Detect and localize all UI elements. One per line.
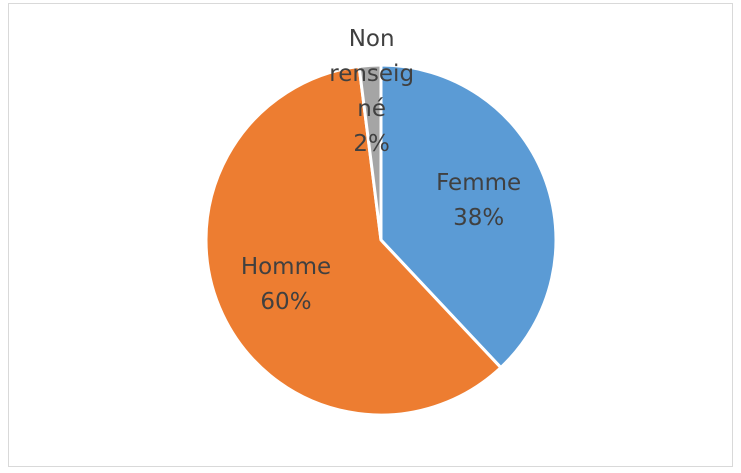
chart-frame bbox=[8, 3, 733, 467]
category-label: Femme bbox=[436, 170, 522, 197]
data-label: Femme 38% bbox=[431, 166, 527, 236]
category-label: Non renseigné bbox=[329, 25, 415, 122]
value-label: 60% bbox=[260, 288, 312, 315]
data-label: Homme 60% bbox=[238, 250, 334, 320]
pie-slice bbox=[379, 63, 558, 370]
category-label: Homme bbox=[240, 253, 332, 280]
data-label: Non renseigné 2% bbox=[324, 22, 420, 162]
pie-slice bbox=[357, 63, 383, 241]
pie-slice bbox=[204, 64, 503, 417]
value-label: 2% bbox=[353, 130, 390, 157]
value-label: 38% bbox=[453, 205, 505, 232]
